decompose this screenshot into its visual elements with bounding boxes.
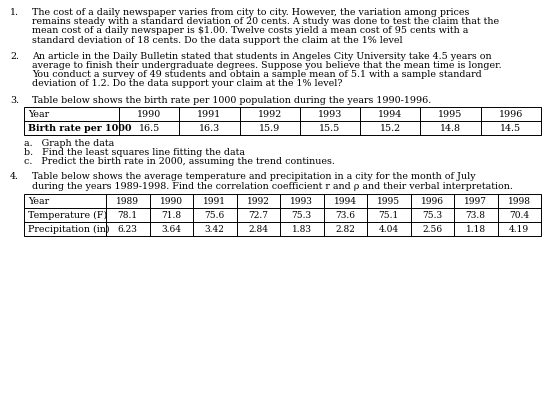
Text: 4.: 4. xyxy=(10,172,19,181)
Text: deviation of 1.2. Do the data support your claim at the 1% level?: deviation of 1.2. Do the data support yo… xyxy=(32,79,343,88)
Text: 1989: 1989 xyxy=(116,197,139,206)
Text: Year: Year xyxy=(28,197,49,206)
Text: 1.18: 1.18 xyxy=(466,225,486,234)
Text: 78.1: 78.1 xyxy=(117,211,138,220)
Text: 1992: 1992 xyxy=(257,110,282,119)
Text: 1.: 1. xyxy=(10,8,19,17)
Text: 2.: 2. xyxy=(10,52,19,61)
Text: 73.8: 73.8 xyxy=(466,211,486,220)
Text: 15.9: 15.9 xyxy=(259,124,281,133)
Text: 1993: 1993 xyxy=(290,197,313,206)
Text: An article in the Daily Bulletin stated that students in Angeles City University: An article in the Daily Bulletin stated … xyxy=(32,52,491,61)
Text: The cost of a daily newspaper varies from city to city. However, the variation a: The cost of a daily newspaper varies fro… xyxy=(32,8,469,17)
Text: 70.4: 70.4 xyxy=(509,211,529,220)
Text: 1991: 1991 xyxy=(197,110,222,119)
Text: 1997: 1997 xyxy=(464,197,488,206)
Text: 1993: 1993 xyxy=(318,110,342,119)
Text: 16.3: 16.3 xyxy=(199,124,220,133)
Text: 1992: 1992 xyxy=(247,197,270,206)
Text: mean cost of a daily newspaper is $1.00. Twelve costs yield a mean cost of 95 ce: mean cost of a daily newspaper is $1.00.… xyxy=(32,26,468,35)
Text: 14.8: 14.8 xyxy=(440,124,461,133)
Text: 3.64: 3.64 xyxy=(161,225,181,234)
Text: 75.3: 75.3 xyxy=(422,211,442,220)
Text: 2.82: 2.82 xyxy=(335,225,355,234)
Text: 14.5: 14.5 xyxy=(500,124,522,133)
Text: 3.42: 3.42 xyxy=(205,225,225,234)
Text: Temperature (F): Temperature (F) xyxy=(28,211,107,220)
Text: 1991: 1991 xyxy=(203,197,226,206)
Text: 1995: 1995 xyxy=(439,110,463,119)
Text: 75.6: 75.6 xyxy=(205,211,225,220)
Text: average to finish their undergraduate degrees. Suppose you believe that the mean: average to finish their undergraduate de… xyxy=(32,61,502,70)
Bar xyxy=(24,194,541,236)
Text: 75.1: 75.1 xyxy=(379,211,399,220)
Text: 73.6: 73.6 xyxy=(335,211,355,220)
Text: 1996: 1996 xyxy=(421,197,444,206)
Text: 4.19: 4.19 xyxy=(509,225,529,234)
Text: 1990: 1990 xyxy=(137,110,161,119)
Text: 1995: 1995 xyxy=(377,197,400,206)
Text: Precipitation (in): Precipitation (in) xyxy=(28,225,110,234)
Bar xyxy=(24,108,541,135)
Text: Table below shows the birth rate per 1000 population during the years 1990-1996.: Table below shows the birth rate per 100… xyxy=(32,95,432,104)
Text: b.   Find the least squares line fitting the data: b. Find the least squares line fitting t… xyxy=(24,148,245,157)
Text: 2.56: 2.56 xyxy=(422,225,442,234)
Text: 72.7: 72.7 xyxy=(248,211,268,220)
Text: 4.04: 4.04 xyxy=(379,225,399,234)
Text: 15.2: 15.2 xyxy=(380,124,401,133)
Text: 75.3: 75.3 xyxy=(292,211,312,220)
Text: 71.8: 71.8 xyxy=(161,211,181,220)
Text: You conduct a survey of 49 students and obtain a sample mean of 5.1 with a sampl: You conduct a survey of 49 students and … xyxy=(32,70,482,79)
Text: standard deviation of 18 cents. Do the data support the claim at the 1% level: standard deviation of 18 cents. Do the d… xyxy=(32,36,402,45)
Text: a.   Graph the data: a. Graph the data xyxy=(24,139,114,147)
Text: Table below shows the average temperature and precipitation in a city for the mo: Table below shows the average temperatur… xyxy=(32,172,475,181)
Text: 1998: 1998 xyxy=(508,197,531,206)
Text: 6.23: 6.23 xyxy=(118,225,138,234)
Text: 1994: 1994 xyxy=(378,110,402,119)
Text: 1990: 1990 xyxy=(160,197,183,206)
Text: Birth rate per 1000: Birth rate per 1000 xyxy=(28,124,132,133)
Text: 1994: 1994 xyxy=(334,197,357,206)
Text: 2.84: 2.84 xyxy=(248,225,268,234)
Text: 15.5: 15.5 xyxy=(320,124,340,133)
Text: during the years 1989-1998. Find the correlation coefficient r and ρ and their v: during the years 1989-1998. Find the cor… xyxy=(32,181,513,190)
Text: Year: Year xyxy=(28,110,49,119)
Text: remains steady with a standard deviation of 20 cents. A study was done to test t: remains steady with a standard deviation… xyxy=(32,17,499,26)
Text: 3.: 3. xyxy=(10,95,19,104)
Text: 1996: 1996 xyxy=(498,110,523,119)
Text: 16.5: 16.5 xyxy=(138,124,160,133)
Text: c.   Predict the birth rate in 2000, assuming the trend continues.: c. Predict the birth rate in 2000, assum… xyxy=(24,157,335,166)
Text: 1.83: 1.83 xyxy=(292,225,312,234)
